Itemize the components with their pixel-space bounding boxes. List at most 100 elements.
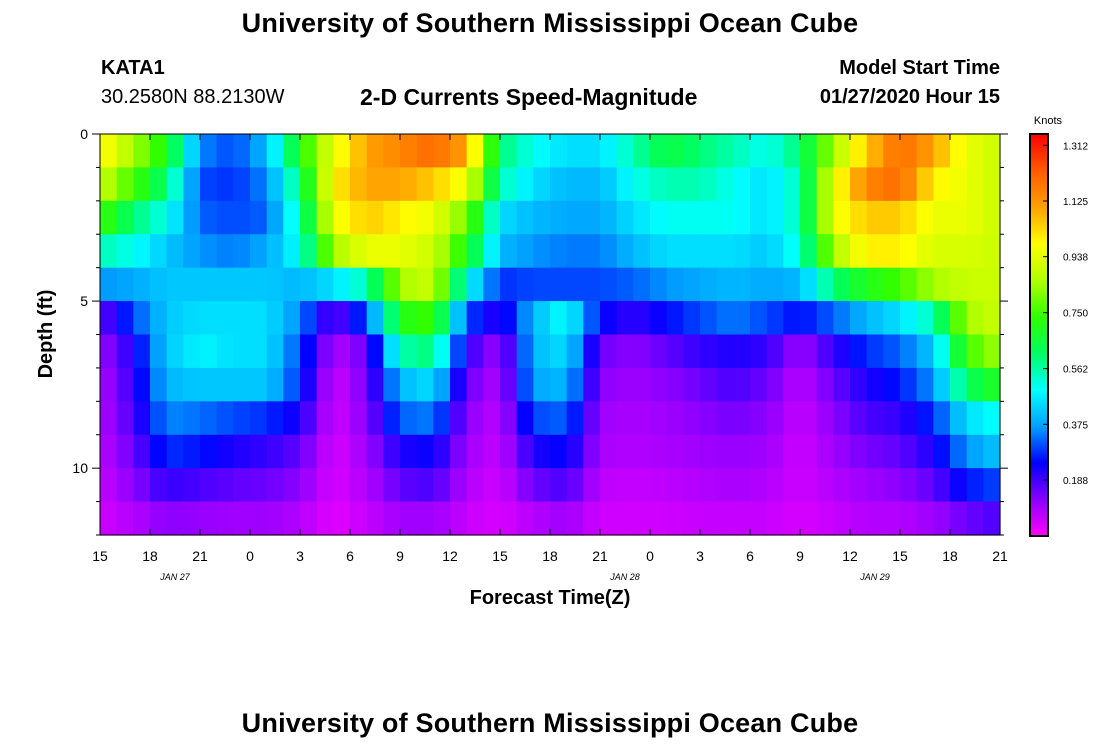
heatmap-cell <box>750 367 768 402</box>
heatmap-cell <box>850 334 868 369</box>
heatmap-cell <box>200 367 218 402</box>
page-title: University of Southern Mississippi Ocean… <box>241 8 859 38</box>
colorbar: Knots 1.312 1.125 0.938 0.750 0.562 0.375 0.18… <box>1029 115 1088 537</box>
heatmap-cell <box>616 367 634 402</box>
heatmap-cell <box>233 401 251 436</box>
heatmap-cell <box>716 267 734 302</box>
heatmap-cell <box>416 134 434 169</box>
heatmap-cell <box>583 234 601 269</box>
heatmap-cell <box>550 167 568 202</box>
heatmap-cell <box>616 401 634 436</box>
heatmap-cell <box>433 367 451 402</box>
heatmap-cell <box>416 468 434 503</box>
heatmap-cell <box>316 301 334 336</box>
heatmap-cell <box>216 468 234 503</box>
y-tick-label: 5 <box>80 293 88 309</box>
x-tick-label: 3 <box>696 548 704 564</box>
heatmap-cell <box>566 267 584 302</box>
x-tick-label: 0 <box>646 548 654 564</box>
x-tick-label: 0 <box>246 548 254 564</box>
heatmap-cell <box>650 501 668 536</box>
heatmap-cell <box>733 167 751 202</box>
heatmap-cell <box>133 401 151 436</box>
heatmap-cell <box>966 501 984 536</box>
heatmap-cell <box>916 167 934 202</box>
heatmap-cell <box>583 167 601 202</box>
x-tick-label: 12 <box>842 548 858 564</box>
heatmap-cell <box>816 501 834 536</box>
heatmap-cell <box>600 301 618 336</box>
heatmap-cell <box>866 501 884 536</box>
heatmap-cell <box>633 134 651 169</box>
heatmap-cell <box>433 434 451 469</box>
heatmap-cell <box>466 468 484 503</box>
heatmap-cell <box>483 401 501 436</box>
heatmap-cell <box>233 301 251 336</box>
heatmap-cell <box>250 501 268 536</box>
heatmap-cell <box>333 501 351 536</box>
heatmap-cell <box>416 434 434 469</box>
heatmap-cell <box>516 501 534 536</box>
heatmap-cell <box>233 267 251 302</box>
heatmap-cell <box>150 434 168 469</box>
heatmap-cell <box>383 267 401 302</box>
heatmap-cell <box>316 401 334 436</box>
heatmap-cell <box>433 267 451 302</box>
heatmap-cell <box>583 134 601 169</box>
heatmap-cell <box>716 401 734 436</box>
heatmap-cell <box>800 367 818 402</box>
heatmap-cell <box>350 334 368 369</box>
heatmap-cell <box>550 401 568 436</box>
heatmap-cell <box>150 501 168 536</box>
heatmap-cell <box>416 234 434 269</box>
heatmap-cell <box>983 334 1001 369</box>
heatmap-cell <box>433 334 451 369</box>
heatmap-cell <box>866 134 884 169</box>
heatmap-cell <box>933 367 951 402</box>
heatmap-cell <box>550 200 568 235</box>
heatmap-cell <box>533 468 551 503</box>
heatmap-cell <box>583 334 601 369</box>
heatmap-cell <box>150 234 168 269</box>
x-tick-label: 9 <box>396 548 404 564</box>
heatmap-cell <box>450 167 468 202</box>
heatmap-cell <box>766 267 784 302</box>
heatmap-cell <box>350 468 368 503</box>
heatmap-cell <box>666 200 684 235</box>
heatmap-cell <box>816 234 834 269</box>
heatmap-cell <box>350 301 368 336</box>
heatmap-cell <box>633 234 651 269</box>
heatmap-cell <box>666 134 684 169</box>
heatmap-cell <box>800 401 818 436</box>
heatmap-cell <box>983 501 1001 536</box>
heatmap-cell <box>966 367 984 402</box>
heatmap-cell <box>850 501 868 536</box>
heatmap-cell <box>483 501 501 536</box>
heatmap-cell <box>900 200 918 235</box>
heatmap-cell <box>800 468 818 503</box>
heatmap-cell <box>400 367 418 402</box>
heatmap-cell <box>700 367 718 402</box>
heatmap-cell <box>150 167 168 202</box>
heatmap-cell <box>766 434 784 469</box>
heatmap-cell <box>950 301 968 336</box>
heatmap-cell <box>333 334 351 369</box>
heatmap-cell <box>983 468 1001 503</box>
heatmap-cell <box>216 200 234 235</box>
colorbar-title: Knots <box>1034 115 1063 127</box>
heatmap-cell <box>716 367 734 402</box>
heatmap-cell <box>150 401 168 436</box>
heatmap-cell <box>883 200 901 235</box>
heatmap-cell <box>116 167 134 202</box>
heatmap-cell <box>133 267 151 302</box>
heatmap-cell <box>633 301 651 336</box>
heatmap-cell <box>616 200 634 235</box>
heatmap-cell <box>116 434 134 469</box>
heatmap-cell <box>183 401 201 436</box>
heatmap-cell <box>566 167 584 202</box>
heatmap-cell <box>566 134 584 169</box>
heatmap-cell <box>983 200 1001 235</box>
heatmap-cell <box>283 134 301 169</box>
x-tick-label: 21 <box>992 548 1008 564</box>
heatmap-cell <box>100 468 118 503</box>
